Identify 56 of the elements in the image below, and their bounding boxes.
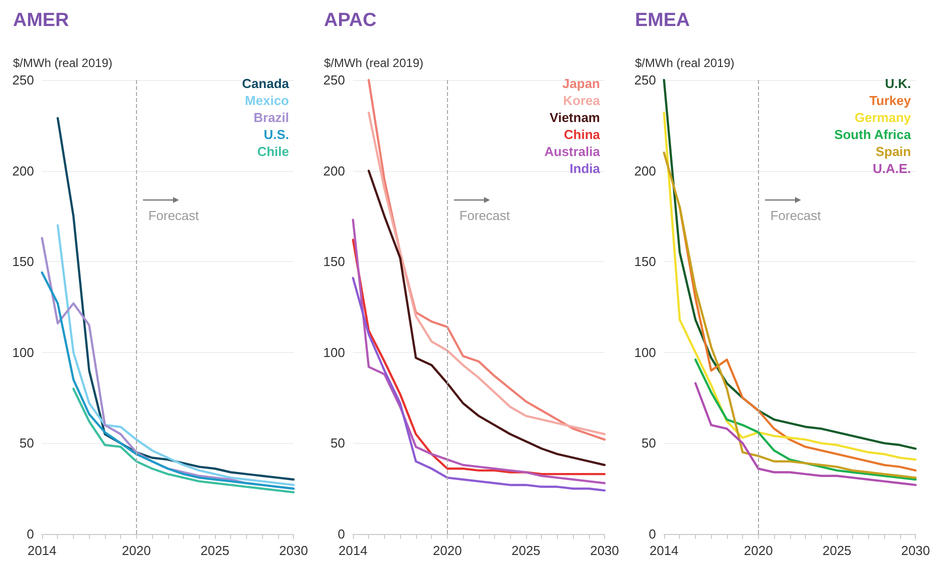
x-tick-label: 2025	[200, 543, 230, 558]
text: U.S.	[264, 127, 289, 142]
y-tick-label: 200	[634, 163, 656, 178]
text: Spain	[876, 144, 912, 159]
text: Mexico	[244, 93, 290, 108]
ref-line-label: Forecast	[770, 208, 821, 223]
y-tick-label: 200	[323, 163, 345, 178]
y-axis-title: $/MWh (real 2019)	[635, 56, 734, 70]
text: China	[564, 127, 601, 142]
text: U.A.E.	[872, 161, 911, 176]
y-tick-label: 150	[323, 254, 345, 270]
text: Australia	[544, 144, 601, 159]
text: Canada	[242, 76, 290, 91]
y-tick-label: 150	[12, 254, 34, 270]
y-tick-label: 150	[634, 254, 656, 270]
chart-title: APAC	[324, 10, 377, 31]
x-tick-label: 2030	[590, 543, 619, 558]
text: Chile	[257, 144, 289, 159]
x-tick-label: 2020	[432, 543, 462, 558]
y-tick-label: 0	[648, 526, 656, 542]
chart-title: AMER	[13, 10, 70, 31]
x-tick-label: 2020	[122, 543, 151, 558]
y-tick-label: 50	[20, 436, 34, 451]
y-tick-label: 50	[642, 436, 656, 451]
text: Korea	[563, 93, 601, 108]
x-tick-label: 2014	[338, 543, 368, 558]
y-axis-title: $/MWh (real 2019)	[324, 56, 424, 70]
x-tick-label: 2014	[650, 543, 678, 558]
y-axis-title: $/MWh (real 2019)	[13, 56, 112, 70]
x-tick-label: 2025	[822, 543, 852, 558]
text: Germany	[854, 110, 912, 125]
y-tick-label: 250	[12, 72, 34, 88]
text: Turkey	[869, 93, 912, 108]
x-tick-label: 2030	[901, 543, 930, 558]
y-tick-label: 100	[323, 344, 345, 360]
chart-title: EMEA	[635, 10, 690, 31]
y-tick-label: 250	[634, 72, 656, 88]
ref-line-label: Forecast	[148, 208, 199, 223]
text: South Africa	[834, 127, 912, 142]
y-tick-label: 50	[330, 436, 345, 451]
text: U.K.	[885, 76, 911, 91]
y-tick-label: 100	[12, 344, 34, 360]
x-tick-label: 2014	[28, 543, 56, 558]
text: India	[570, 161, 601, 176]
y-tick-label: 100	[634, 344, 656, 360]
text: Brazil	[254, 110, 289, 125]
y-tick-label: 200	[12, 163, 34, 178]
y-tick-label: 250	[323, 72, 345, 88]
x-tick-label: 2025	[511, 543, 540, 558]
y-tick-label: 0	[26, 526, 34, 542]
x-tick-label: 2020	[744, 543, 773, 558]
ref-line-label: Forecast	[459, 208, 510, 223]
text: Japan	[562, 76, 600, 91]
x-tick-label: 2030	[279, 543, 308, 558]
y-tick-label: 0	[338, 526, 345, 542]
text: Vietnam	[550, 110, 600, 125]
